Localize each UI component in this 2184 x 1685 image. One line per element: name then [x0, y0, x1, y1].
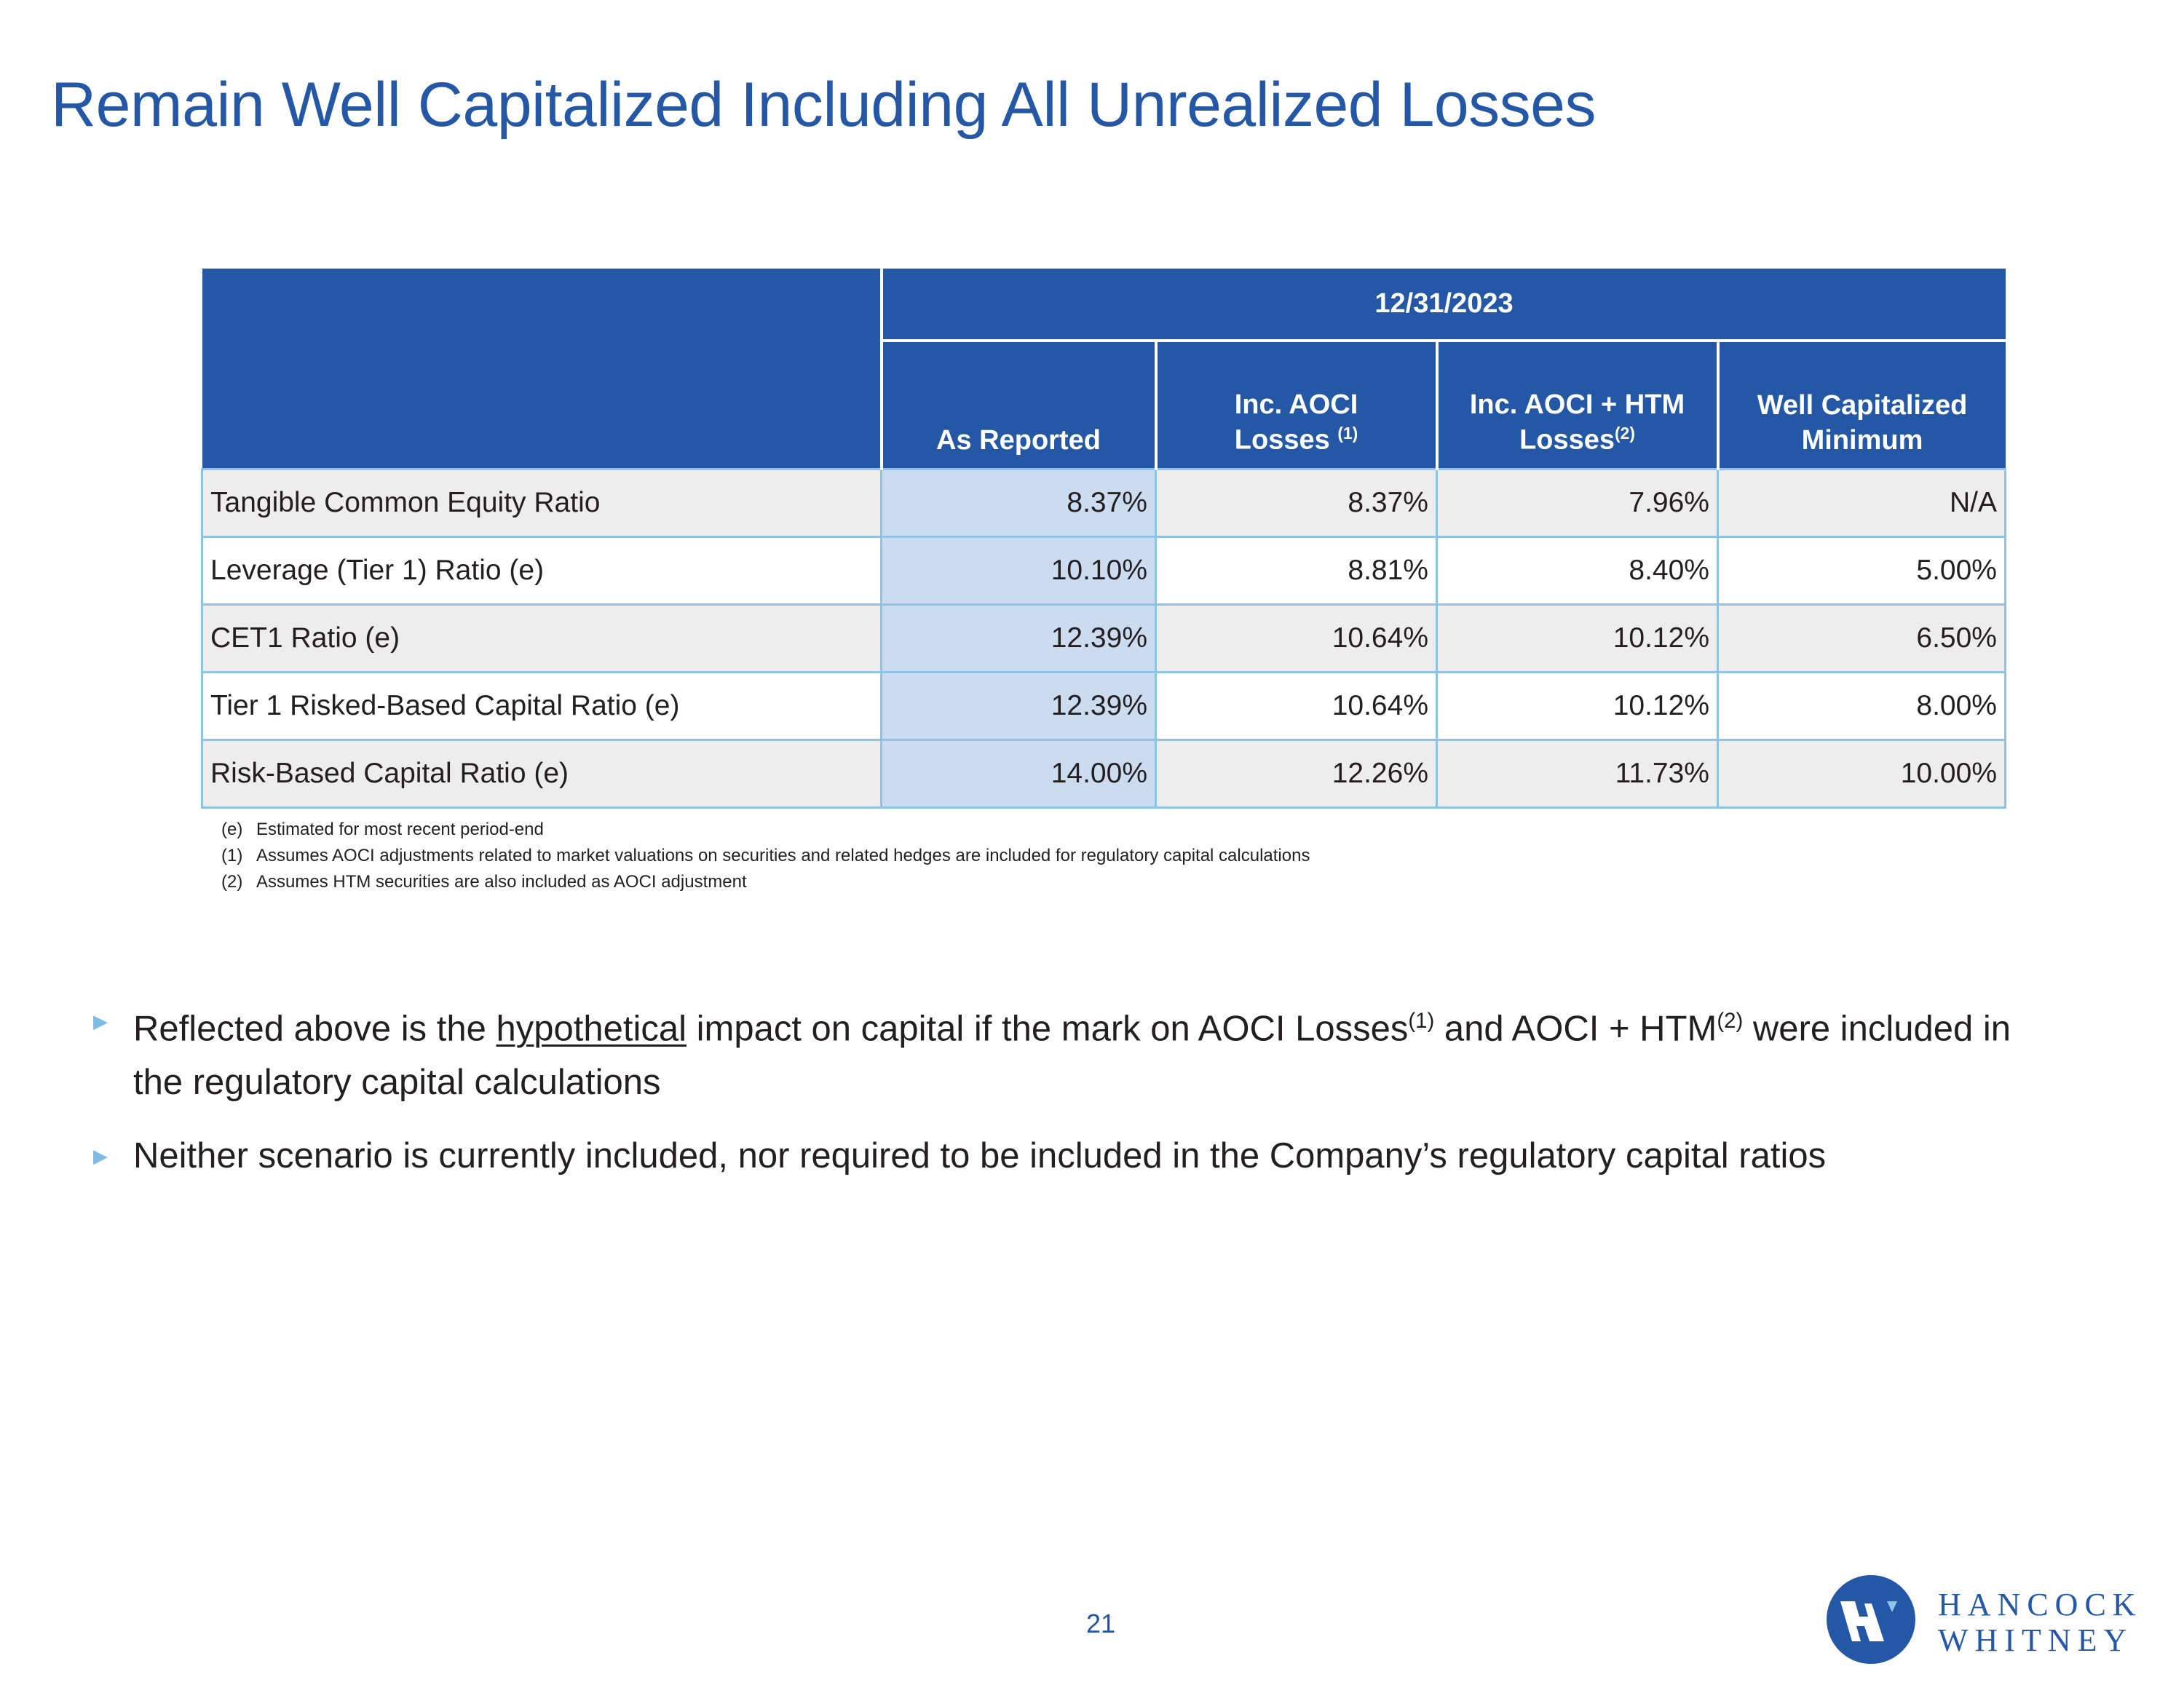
bullet-marker-icon: ▶ [93, 1145, 108, 1167]
table-row: Tangible Common Equity Ratio 8.37% 8.37% 7.… [201, 468, 2006, 538]
capital-ratios-table: 12/31/2023 As Reported Inc. AOCI Losses (… [201, 269, 2006, 809]
column-header-inc-aoci: Inc. AOCI Losses (1) [1154, 341, 1437, 469]
footnote-1: (1) Assumes AOCI adjustments related to m… [221, 846, 1310, 865]
cell-value: 5.00% [1717, 536, 2006, 606]
footnote-e: (e) Estimated for most recent period-end [221, 820, 544, 839]
column-header-well-capitalized: Well Capitalized Minimum [1716, 341, 2006, 469]
row-label: Tier 1 Risked-Based Capital Ratio (e) [201, 671, 882, 741]
cell-value: 8.81% [1155, 536, 1438, 606]
page-number: 21 [1086, 1609, 1116, 1638]
table-row: Risk-Based Capital Ratio (e) 14.00% 12.26%… [201, 739, 2006, 809]
bullet-hypothetical-impact: ▶ Reflected above is the hypothetical im… [93, 994, 2059, 1109]
cell-value: 8.40% [1436, 536, 1719, 606]
table-row: CET1 Ratio (e) 12.39% 10.64% 10.12% 6.50% [201, 603, 2006, 673]
row-label: CET1 Ratio (e) [201, 603, 882, 673]
page-title: Remain Well Capitalized Including All Un… [51, 70, 1597, 140]
cell-value: 12.39% [880, 603, 1157, 673]
hancock-whitney-logo-icon [1827, 1575, 1915, 1664]
cell-value: 8.37% [1155, 468, 1438, 538]
cell-value: 7.96% [1436, 468, 1719, 538]
logo-wordmark: HANCOCK WHITNEY [1938, 1587, 2143, 1658]
table-row: Leverage (Tier 1) Ratio (e) 10.10% 8.81% 8.… [201, 536, 2006, 606]
period-header: 12/31/2023 [879, 269, 2006, 342]
cell-value: 12.26% [1155, 739, 1438, 809]
footnote-2: (2) Assumes HTM securities are also inclu… [221, 872, 747, 892]
cell-value: 8.00% [1717, 671, 2006, 741]
cell-value: 6.50% [1717, 603, 2006, 673]
row-label: Tangible Common Equity Ratio [201, 468, 882, 538]
column-header-inc-aoci-htm: Inc. AOCI + HTM Losses(2) [1435, 341, 1718, 469]
column-header-as-reported: As Reported [879, 341, 1156, 469]
table-row: Tier 1 Risked-Based Capital Ratio (e) 12.… [201, 671, 2006, 741]
bullet-neither-scenario: ▶ Neither scenario is currently included… [93, 1129, 2059, 1183]
row-label: Leverage (Tier 1) Ratio (e) [201, 536, 882, 606]
cell-value: 11.73% [1436, 739, 1719, 809]
cell-value: 10.00% [1717, 739, 2006, 809]
cell-value: 10.12% [1436, 671, 1719, 741]
cell-value: 12.39% [880, 671, 1157, 741]
bullet-marker-icon: ▶ [93, 1010, 108, 1032]
cell-value: 10.12% [1436, 603, 1719, 673]
cell-value: 8.37% [880, 468, 1157, 538]
cell-value: 10.10% [880, 536, 1157, 606]
header-blank-cell [202, 269, 882, 469]
cell-value: 10.64% [1155, 671, 1438, 741]
cell-value: N/A [1717, 468, 2006, 538]
cell-value: 14.00% [880, 739, 1157, 809]
row-label: Risk-Based Capital Ratio (e) [201, 739, 882, 809]
cell-value: 10.64% [1155, 603, 1438, 673]
